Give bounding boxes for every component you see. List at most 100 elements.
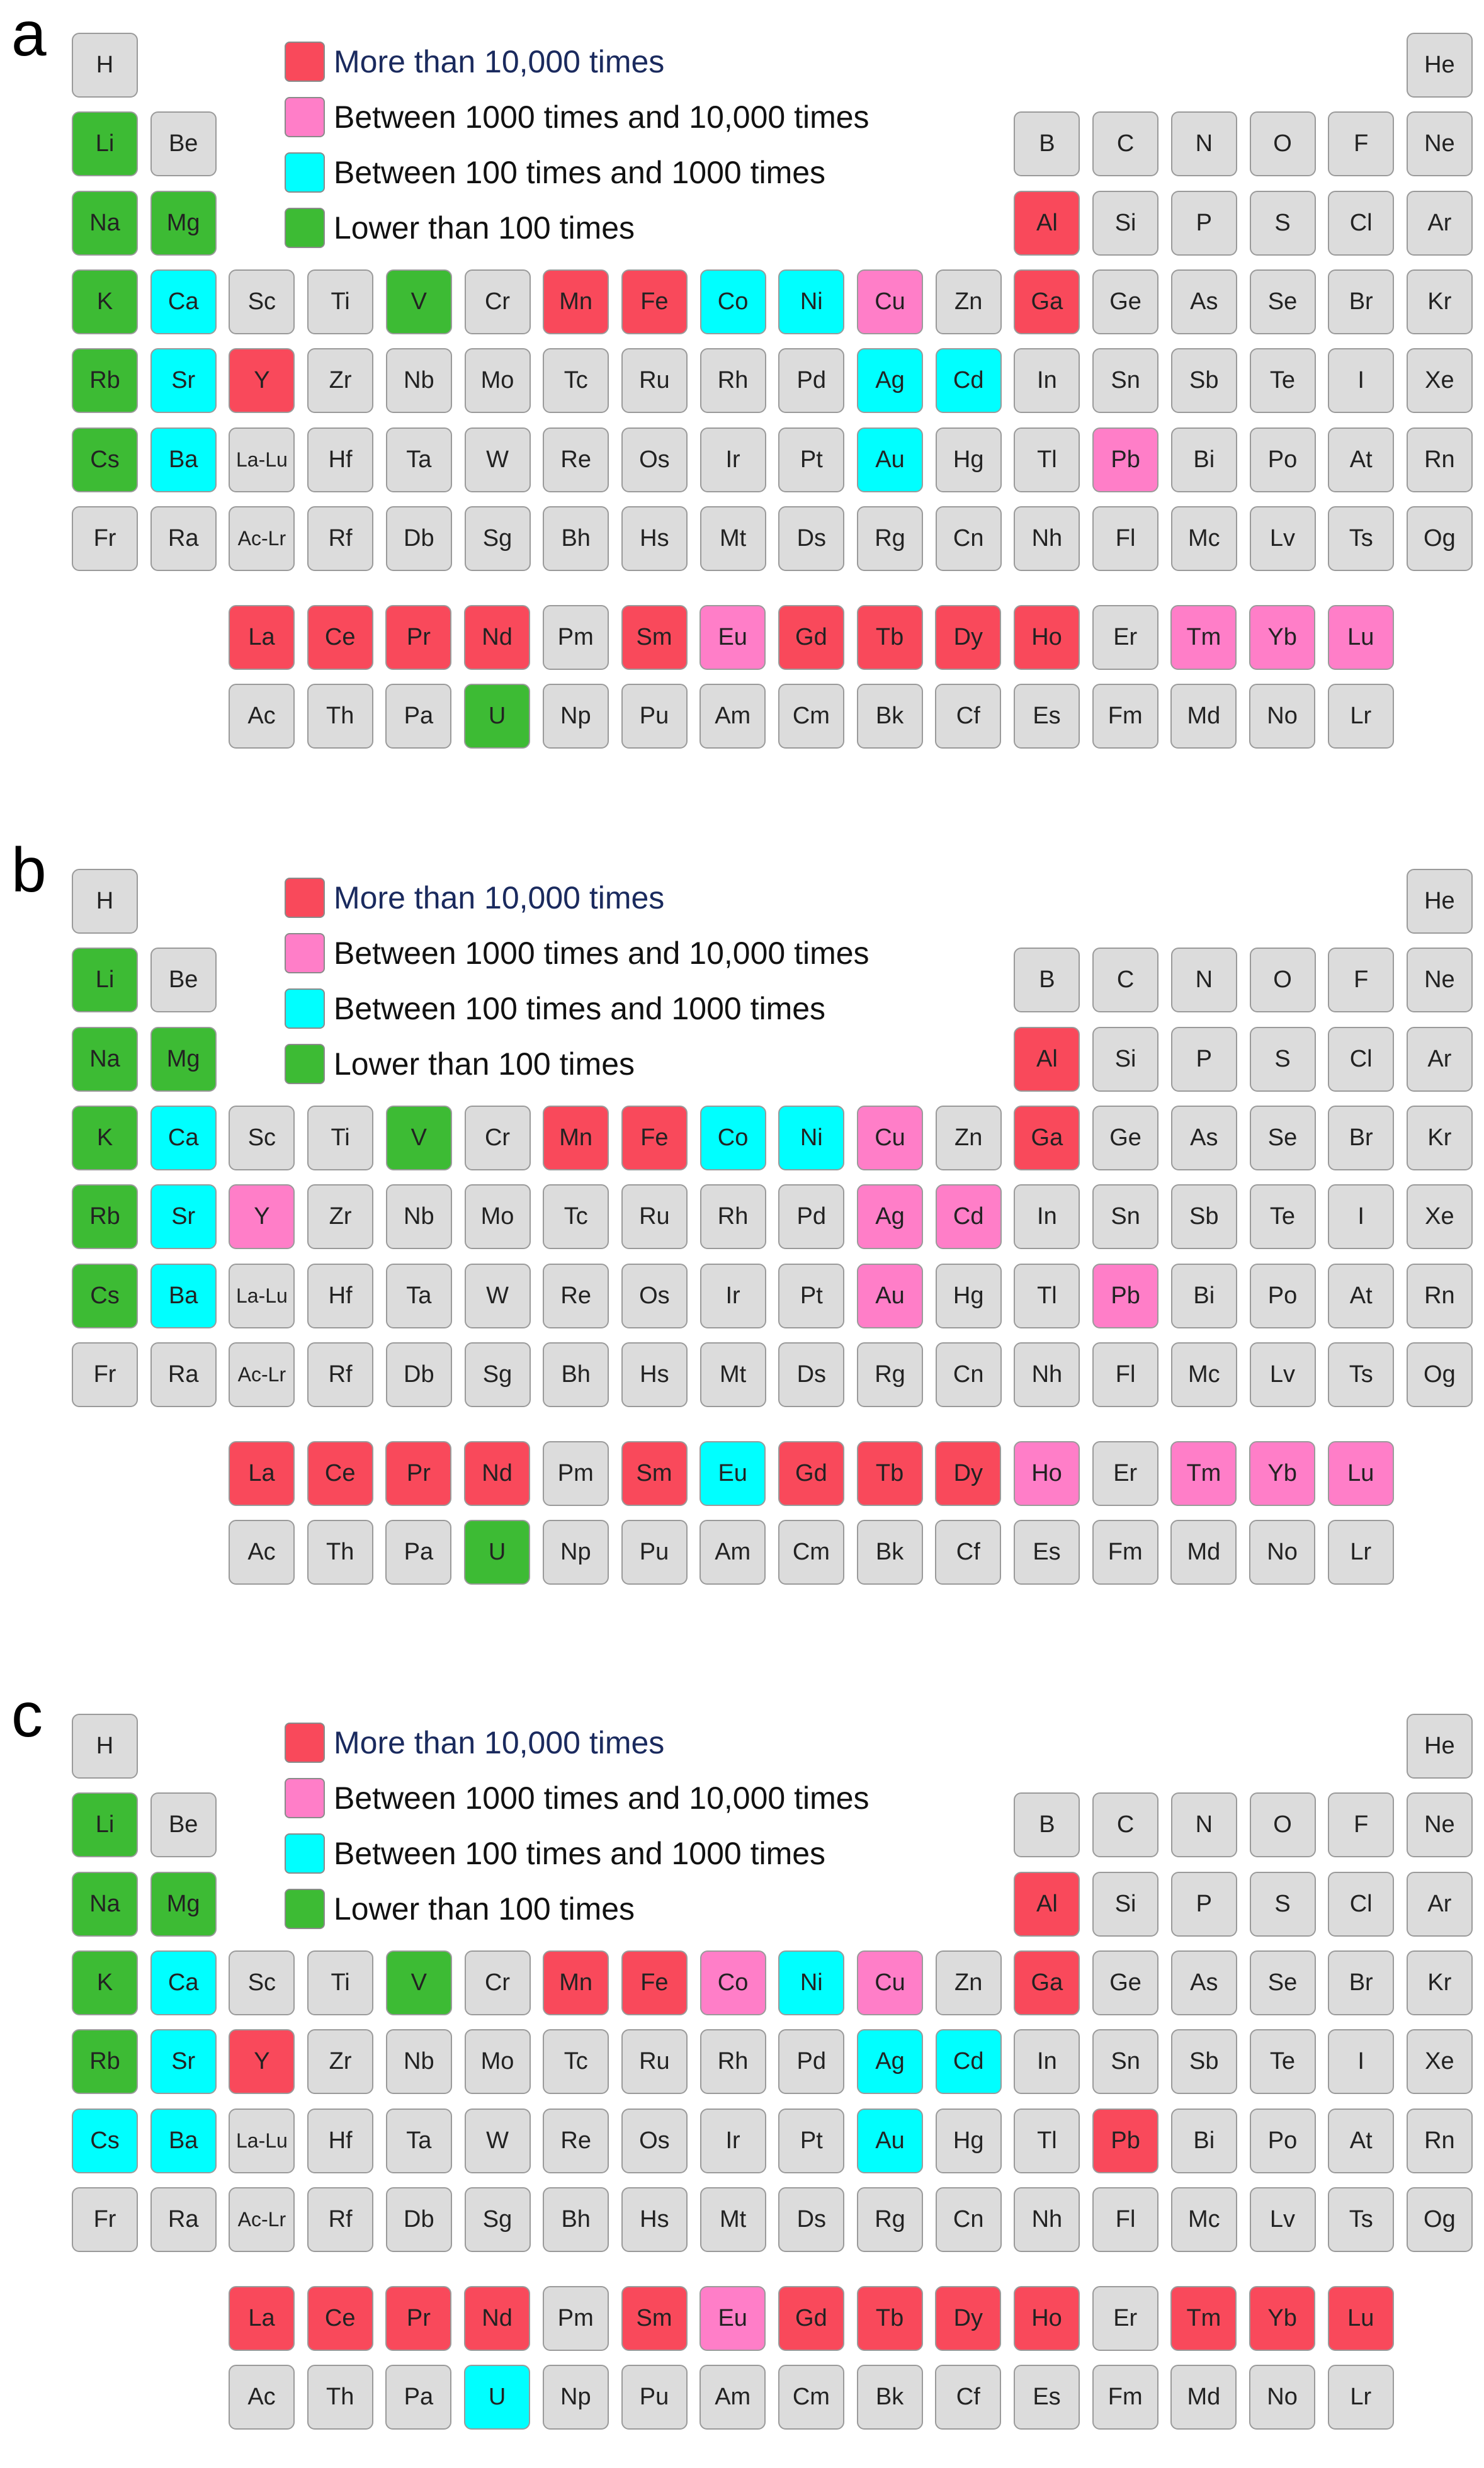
element-cell-as: As: [1170, 1105, 1237, 1170]
element-symbol: Lv: [1269, 1361, 1296, 1388]
panel-c: c H He Li Be B C N O F Ne Na Mg Al Si P S Cl Ar K Ca Sc Ti V Cr M…: [0, 1681, 1484, 2468]
element-symbol: Lu: [1347, 1460, 1374, 1486]
element-symbol: Tc: [564, 367, 588, 394]
element-symbol: In: [1037, 1203, 1057, 1230]
element-cell-co: Co: [700, 1950, 766, 2015]
element-symbol: H: [96, 888, 114, 914]
element-symbol: Mc: [1187, 2205, 1220, 2233]
element-cell-fr: Fr: [72, 506, 138, 571]
element-symbol: Bk: [875, 703, 904, 729]
element-symbol: Hs: [640, 2205, 669, 2233]
element-cell-c: C: [1092, 948, 1159, 1013]
element-symbol: Bh: [561, 1361, 591, 1388]
element-symbol: Er: [1113, 1460, 1138, 1486]
element-symbol: Br: [1349, 1969, 1373, 1996]
element-cell-rg: Rg: [857, 506, 923, 571]
element-symbol: Sc: [247, 288, 276, 315]
element-symbol: F: [1354, 966, 1369, 993]
element-symbol: Cn: [953, 1361, 984, 1388]
element-cell-np: Np: [542, 2365, 609, 2430]
element-cell-mg: Mg: [150, 190, 217, 256]
element-symbol: Pb: [1111, 446, 1140, 473]
element-symbol: Sc: [247, 1124, 276, 1151]
element-cell-ta: Ta: [385, 1263, 452, 1328]
element-cell-v: V: [385, 1105, 452, 1170]
element-cell-u: U: [464, 684, 531, 749]
element-cell-rn: Rn: [1406, 427, 1473, 492]
element-cell-er: Er: [1092, 2286, 1158, 2351]
element-symbol: Sg: [482, 524, 513, 552]
legend-item: More than 10,000 times: [285, 1723, 664, 1763]
element-symbol: La-Lu: [235, 2129, 288, 2152]
element-symbol: Ac: [247, 2384, 276, 2410]
element-cell-ir: Ir: [700, 427, 766, 492]
element-symbol: Ta: [406, 1282, 432, 1309]
element-symbol: Ho: [1031, 1460, 1062, 1486]
element-cell-ne: Ne: [1406, 111, 1473, 177]
element-symbol: Ce: [324, 624, 356, 650]
element-symbol: Al: [1036, 209, 1058, 236]
element-symbol: Cl: [1349, 209, 1373, 236]
element-symbol: Og: [1424, 2205, 1456, 2233]
element-symbol: Cr: [484, 1969, 511, 1996]
element-cell-am: Am: [700, 2365, 766, 2430]
element-cell-mn: Mn: [543, 269, 609, 334]
element-cell-ts: Ts: [1328, 506, 1395, 571]
element-cell-na: Na: [72, 1871, 138, 1937]
element-cell-ga: Ga: [1014, 269, 1080, 334]
element-symbol: V: [411, 1969, 427, 1996]
element-symbol: Bk: [875, 2384, 904, 2410]
element-symbol: Y: [254, 367, 270, 394]
element-symbol: Cf: [956, 703, 980, 729]
element-symbol: W: [486, 1282, 509, 1309]
element-cell-p: P: [1170, 190, 1237, 256]
element-symbol: Fm: [1107, 2384, 1143, 2410]
legend-label: More than 10,000 times: [334, 880, 665, 915]
element-symbol: Ne: [1424, 1811, 1455, 1838]
element-cell-ru: Ru: [621, 348, 688, 414]
element-cell-pr: Pr: [385, 1441, 452, 1506]
element-symbol: Er: [1113, 2305, 1138, 2331]
element-symbol: Nh: [1031, 2205, 1063, 2233]
element-cell-in: In: [1014, 348, 1080, 414]
element-cell-cd: Cd: [935, 1184, 1002, 1250]
element-symbol: Rg: [875, 524, 905, 552]
element-cell-ac: Ac: [229, 684, 295, 749]
element-cell-fl: Fl: [1092, 2187, 1159, 2252]
element-cell-li: Li: [72, 1792, 138, 1858]
element-cell-be: Be: [150, 948, 217, 1013]
legend-label: Between 1000 times and 10,000 times: [334, 1780, 869, 1816]
element-cell-w: W: [464, 427, 531, 492]
element-cell-na: Na: [72, 1026, 138, 1092]
element-cell-b: B: [1014, 1792, 1080, 1858]
element-cell-db: Db: [385, 1342, 452, 1407]
element-symbol: Nh: [1031, 524, 1063, 552]
element-symbol: Cl: [1349, 1045, 1373, 1072]
element-symbol: S: [1274, 1890, 1291, 1917]
element-symbol: Sb: [1189, 367, 1219, 394]
element-cell-ac: Ac: [229, 2365, 295, 2430]
element-cell-am: Am: [700, 1520, 766, 1585]
element-cell-lu: Lu: [1327, 1441, 1394, 1506]
element-symbol: Hg: [953, 446, 984, 473]
element-symbol: Cm: [792, 703, 830, 729]
element-cell-tb: Tb: [856, 1441, 923, 1506]
element-cell-es: Es: [1014, 1520, 1080, 1585]
element-cell-cl: Cl: [1328, 1026, 1395, 1092]
element-symbol: Lr: [1350, 703, 1372, 729]
element-symbol: Zn: [954, 1969, 983, 1996]
element-symbol: V: [411, 1124, 427, 1151]
element-cell-pb: Pb: [1092, 427, 1159, 492]
element-symbol: Ru: [639, 2048, 670, 2075]
element-symbol: H: [96, 1733, 114, 1759]
element-cell-tm: Tm: [1170, 2286, 1237, 2351]
element-symbol: Pu: [639, 1539, 669, 1565]
element-cell-bi: Bi: [1170, 2108, 1237, 2173]
element-symbol: Pa: [404, 1539, 434, 1565]
element-symbol: At: [1349, 446, 1373, 473]
element-symbol: Sr: [171, 2048, 196, 2075]
element-symbol: Fm: [1107, 1539, 1143, 1565]
legend-swatch: [285, 878, 325, 918]
element-symbol: Zr: [329, 367, 352, 394]
element-cell-f: F: [1328, 111, 1395, 177]
